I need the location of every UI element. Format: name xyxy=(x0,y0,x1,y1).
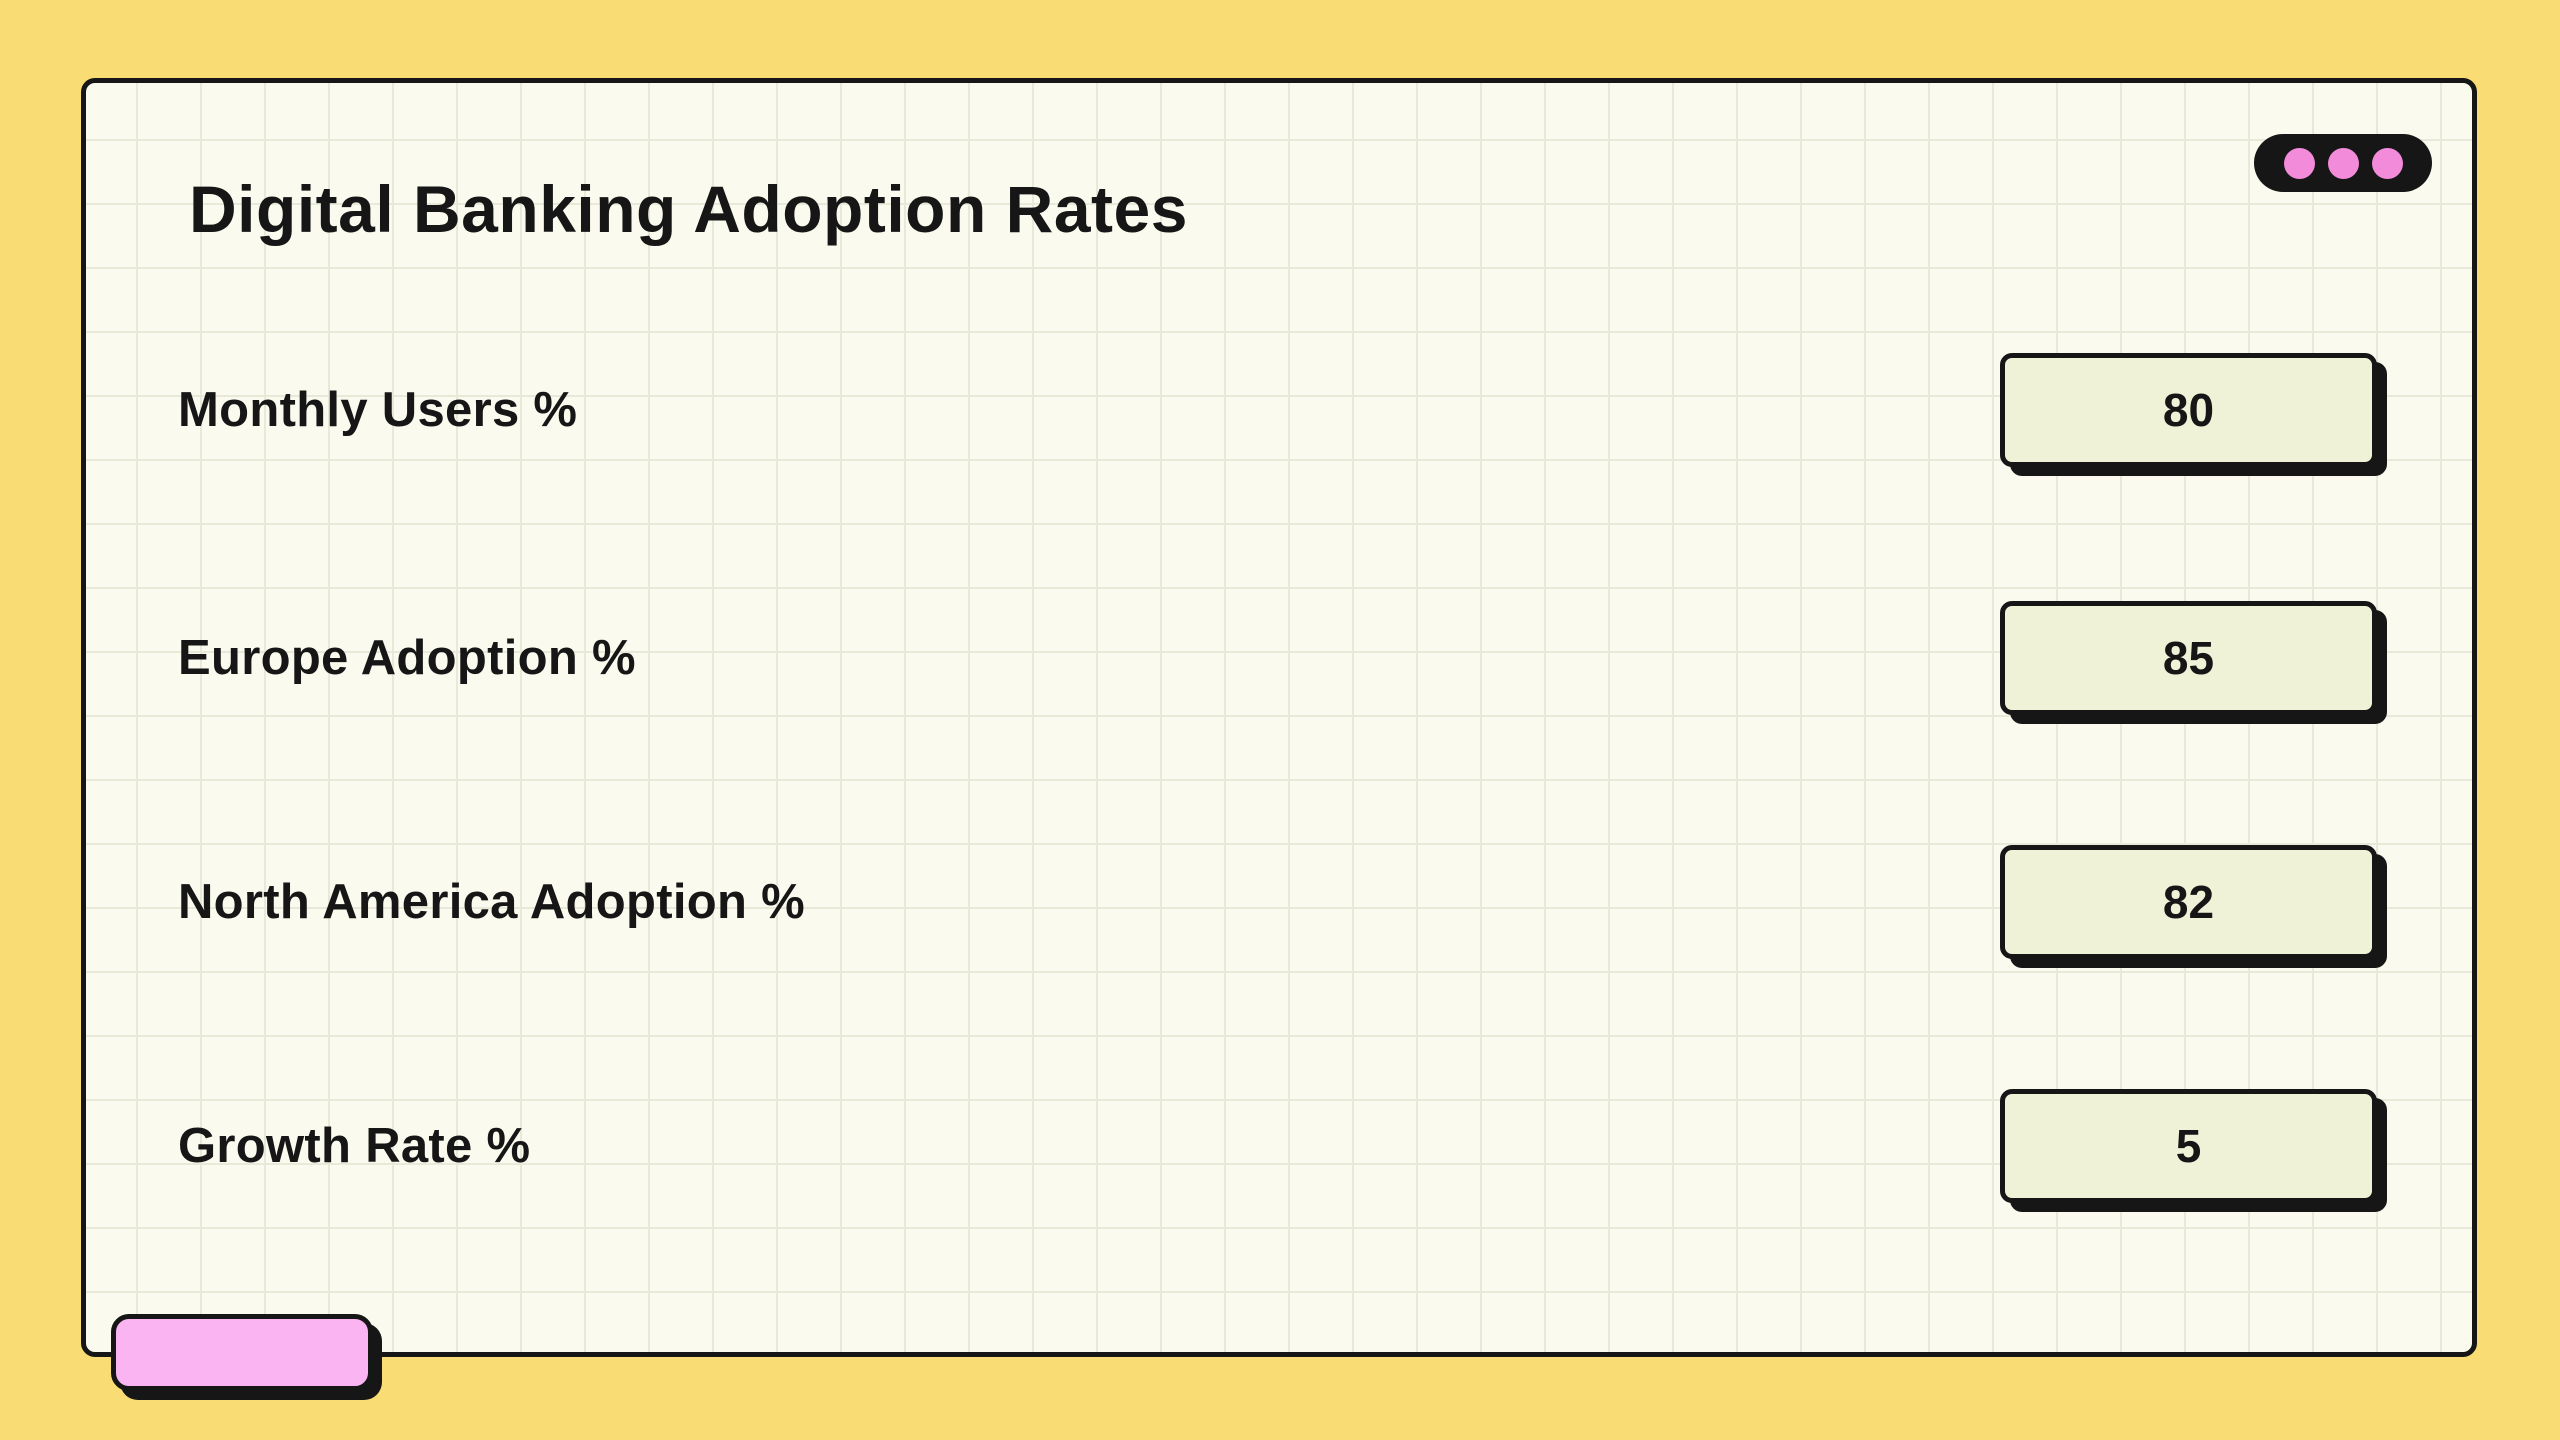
field-label-europe-adoption: Europe Adoption % xyxy=(178,631,636,685)
form-row: Growth Rate % 5 xyxy=(86,1089,2472,1203)
field-label-growth-rate: Growth Rate % xyxy=(178,1119,531,1173)
value-field-growth-rate[interactable]: 5 xyxy=(2000,1089,2377,1203)
menu-dots-button[interactable] xyxy=(2254,134,2432,192)
value-field-europe-adoption[interactable]: 85 xyxy=(2000,601,2377,715)
menu-dot-icon xyxy=(2327,147,2359,179)
value-field-monthly-users[interactable]: 80 xyxy=(2000,353,2377,467)
value-field-north-america-adoption[interactable]: 82 xyxy=(2000,845,2377,959)
form-card: Digital Banking Adoption Rates Monthly U… xyxy=(81,78,2477,1357)
field-label-north-america-adoption: North America Adoption % xyxy=(178,875,805,929)
form-row: Europe Adoption % 85 xyxy=(86,601,2472,715)
menu-dot-icon xyxy=(2283,147,2315,179)
menu-dot-icon xyxy=(2371,147,2403,179)
field-label-monthly-users: Monthly Users % xyxy=(178,383,578,437)
action-button[interactable] xyxy=(111,1314,373,1391)
page-title: Digital Banking Adoption Rates xyxy=(189,172,1188,246)
form-row: Monthly Users % 80 xyxy=(86,353,2472,467)
form-row: North America Adoption % 82 xyxy=(86,845,2472,959)
